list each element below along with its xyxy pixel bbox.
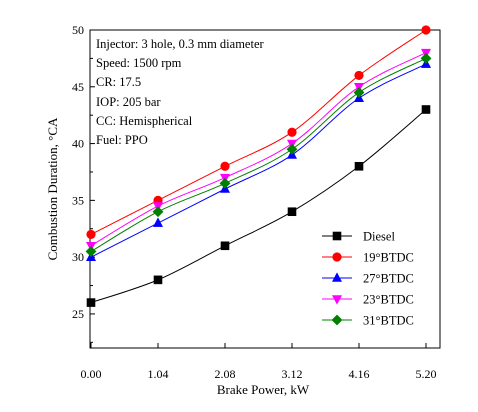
data-point — [220, 161, 230, 171]
x-axis: 0.00 1.04 2.08 3.12 4.16 5.20 — [81, 343, 437, 381]
data-point — [353, 87, 365, 98]
legend: Diesel 19°BTDC 27°BTDC 23°BTDC 31°BTDC — [322, 230, 414, 328]
legend-marker — [332, 295, 342, 305]
plot-frame — [89, 29, 441, 349]
data-point — [86, 229, 96, 240]
y-tick-label: 25 — [72, 307, 84, 321]
annotation-fuel: Fuel: PPO — [96, 133, 148, 147]
x-tick-label: 1.04 — [148, 367, 169, 381]
y-tick-label: 45 — [72, 80, 84, 94]
data-point — [286, 143, 298, 155]
data-point — [420, 52, 432, 64]
legend-marker — [332, 252, 342, 262]
data-point — [152, 206, 164, 218]
annotation-iop: IOP: 205 bar — [96, 95, 161, 109]
x-tick-label: 3.12 — [282, 367, 303, 381]
x-tick-label: 2.08 — [215, 367, 236, 381]
annotation-box: Injector: 3 hole, 0.3 mm diameter Speed:… — [96, 37, 264, 147]
y-tick-label: 30 — [72, 250, 84, 264]
y-axis: 25 30 35 40 45 50 — [72, 23, 95, 343]
data-point — [220, 241, 230, 251]
x-tick-label: 5.20 — [416, 367, 437, 381]
x-tick-label: 0.00 — [81, 367, 102, 381]
y-tick-label: 50 — [72, 23, 84, 37]
legend-marker — [332, 272, 342, 282]
data-point — [354, 161, 364, 171]
legend-marker — [332, 231, 342, 241]
y-tick-label: 40 — [72, 137, 84, 151]
annotation-cc: CC: Hemispherical — [96, 114, 193, 128]
series-line — [90, 63, 427, 258]
data-point — [219, 177, 231, 189]
data-point — [421, 105, 431, 114]
data-point — [287, 127, 297, 137]
data-point — [153, 217, 163, 227]
x-axis-label: Brake Power, kW — [217, 382, 310, 397]
legend-label: 31°BTDC — [363, 314, 414, 328]
legend-label: 27°BTDC — [363, 272, 414, 286]
data-point — [421, 25, 431, 35]
data-point — [287, 207, 297, 217]
y-axis-label: Combustion Duration, °CA — [45, 117, 60, 260]
series-markers — [85, 25, 432, 307]
data-point — [86, 298, 96, 307]
y-tick-label: 35 — [72, 193, 84, 207]
x-tick-label: 4.16 — [349, 367, 370, 381]
annotation-cr: CR: 17.5 — [96, 75, 141, 89]
legend-label: Diesel — [363, 230, 395, 244]
data-point — [85, 246, 97, 257]
data-point — [354, 70, 364, 81]
series-line — [90, 52, 427, 247]
annotation-injector: Injector: 3 hole, 0.3 mm diameter — [96, 37, 264, 51]
legend-label: 19°BTDC — [363, 251, 414, 265]
legend-label: 23°BTDC — [363, 293, 414, 307]
legend-marker — [331, 314, 343, 326]
annotation-speed: Speed: 1500 rpm — [96, 56, 182, 70]
series-line — [90, 57, 427, 252]
data-point — [153, 275, 163, 285]
